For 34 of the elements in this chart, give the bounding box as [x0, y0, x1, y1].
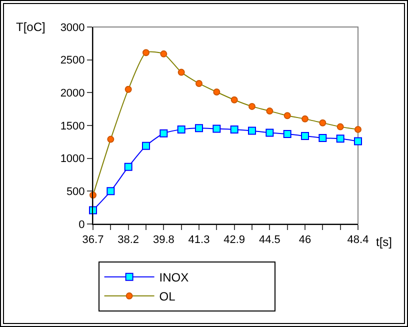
y-tick-label: 1500 — [60, 120, 85, 132]
y-tick-label: 2000 — [60, 88, 85, 100]
point — [336, 134, 344, 143]
x-tick-label: 38.2 — [118, 234, 140, 246]
x-tick-label: 44.5 — [258, 234, 280, 246]
y-tick-label: 500 — [66, 186, 85, 198]
y-tick-label: 1000 — [60, 153, 85, 166]
x-tick-label: 36.7 — [82, 234, 104, 246]
point — [248, 126, 256, 135]
point — [266, 128, 274, 137]
point — [124, 162, 132, 171]
x-tick-label: 42.9 — [224, 234, 246, 246]
point — [230, 125, 238, 134]
y-tick-label: 3000 — [60, 22, 85, 34]
x-tick-label: 41.3 — [188, 234, 210, 246]
point — [301, 132, 309, 140]
x-tick-label: 46 — [298, 234, 312, 246]
x-tick-label: 39.8 — [152, 234, 174, 246]
point — [160, 129, 168, 138]
y-tick-label: 0 — [78, 218, 85, 231]
point — [106, 187, 115, 196]
point — [283, 130, 292, 138]
legend-label: OL — [159, 290, 176, 304]
y-tick-label: 2500 — [60, 54, 85, 67]
y-axis-title: T[oC] — [16, 20, 46, 34]
point — [142, 142, 150, 150]
point — [195, 124, 203, 132]
x-axis-title: t[s] — [376, 235, 392, 249]
x-tick-label: 48.4 — [347, 234, 369, 246]
point — [354, 137, 362, 146]
point — [212, 124, 221, 133]
legend-label: INOX — [159, 270, 189, 285]
point — [177, 125, 186, 134]
point — [318, 134, 327, 142]
